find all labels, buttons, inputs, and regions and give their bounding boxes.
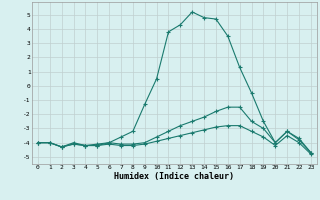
X-axis label: Humidex (Indice chaleur): Humidex (Indice chaleur) — [115, 172, 234, 181]
